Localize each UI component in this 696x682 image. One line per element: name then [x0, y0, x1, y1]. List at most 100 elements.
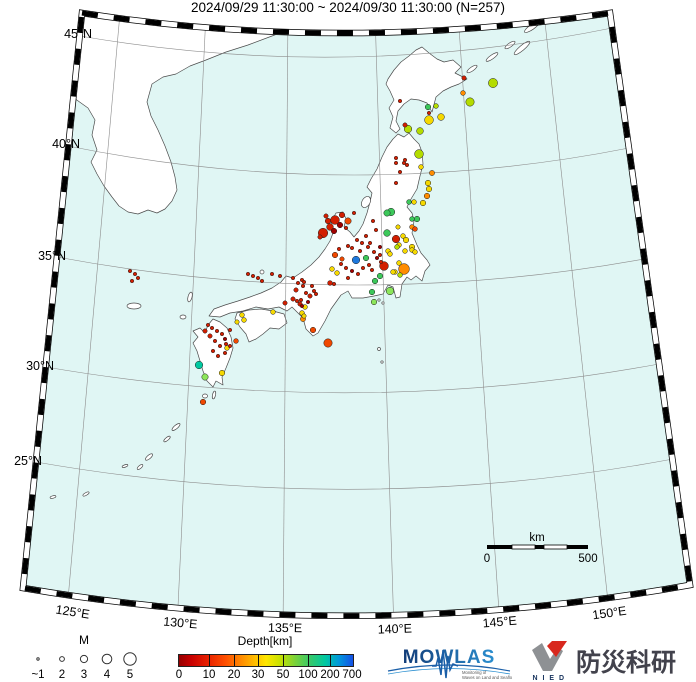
earthquake-epicenter	[127, 268, 133, 274]
earthquake-epicenter	[245, 271, 251, 277]
earthquake-epicenters	[127, 75, 498, 406]
earthquake-epicenter	[351, 255, 361, 265]
magnitude-symbol-2	[59, 656, 65, 662]
jeju-island	[126, 302, 142, 310]
asian-continent	[59, 13, 341, 215]
earthquake-epicenter	[349, 245, 355, 251]
earthquake-epicenter	[313, 291, 319, 297]
parallel-30n	[45, 363, 660, 394]
earthquake-epicenter	[294, 298, 300, 304]
ryukyu-island	[163, 435, 171, 443]
earthquake-epicenter	[222, 336, 228, 342]
earthquake-epicenter	[135, 275, 141, 281]
sea-area	[23, 13, 690, 616]
kunashiri-island	[513, 40, 531, 56]
earthquake-epicenter	[394, 244, 400, 250]
earthquake-epicenter	[201, 373, 209, 381]
ryukyu-island	[145, 453, 153, 461]
earthquake-epicenter	[370, 218, 376, 224]
meridian-140e	[374, 13, 395, 616]
depth-label-200: 200	[320, 669, 340, 681]
earthquake-epicenter	[307, 293, 313, 299]
earthquake-epicenter	[300, 283, 306, 289]
nied-mark-gray	[532, 643, 563, 671]
earthquake-epicenter	[301, 279, 307, 285]
earthquake-epicenter	[309, 326, 317, 334]
earthquake-epicenter	[368, 288, 376, 296]
earthquake-epicenter	[334, 270, 340, 276]
earthquake-epicenter	[377, 244, 383, 250]
earthquake-epicenter	[343, 265, 349, 271]
earthquake-epicenter	[461, 75, 467, 81]
map-frame	[19, 9, 694, 619]
magnitude-symbol-5	[123, 652, 137, 666]
earthquake-epicenter	[295, 280, 301, 286]
magnitude-legend: M ~1 2 3 4 5	[31, 633, 137, 681]
earthquake-epicenter	[339, 256, 345, 262]
earthquake-epicenter	[212, 338, 218, 344]
lat-label-45n: 45°N	[64, 27, 92, 41]
earthquake-epicenter	[402, 248, 408, 254]
lon-label-130e: 130°E	[163, 615, 198, 632]
earthquake-epicenter	[227, 327, 233, 333]
earthquake-epicenter	[317, 234, 323, 240]
earthquake-epicenter	[374, 255, 380, 261]
earthquake-epicenter	[376, 272, 384, 280]
magnitude-symbol-1	[36, 657, 40, 661]
earthquake-epicenter	[305, 299, 311, 305]
mowlas-waveform-icon	[432, 649, 459, 679]
earthquake-epicenter	[397, 98, 403, 104]
depth-colorbar	[178, 654, 354, 667]
meridian-150e	[543, 13, 611, 616]
lat-label-40n: 40°N	[52, 137, 80, 151]
depth-tick	[283, 654, 284, 666]
parallel-45n	[79, 27, 613, 58]
earthquake-epicenter	[269, 271, 275, 277]
earthquake-epicenter	[327, 280, 333, 286]
meridian-125e	[65, 13, 121, 616]
earthquake-epicenter	[202, 328, 208, 334]
earthquake-epicenter	[250, 273, 256, 279]
magnitude-label-1: ~1	[31, 669, 44, 681]
earthquake-epicenter	[393, 160, 399, 166]
depth-tick	[258, 654, 259, 666]
mowlas-logo: MOWLAS Monitoring of Waves on Land and S…	[387, 647, 512, 680]
earthquake-epicenter	[357, 248, 363, 254]
parallel-25n	[35, 458, 674, 490]
depth-tick	[308, 654, 309, 666]
earthquake-epicenter	[324, 217, 332, 225]
earthquake-epicenter	[351, 210, 357, 216]
magnitude-label-2: 2	[59, 669, 65, 681]
izu-island	[380, 360, 384, 364]
izu-island	[377, 347, 381, 351]
ryukyu-island	[121, 464, 129, 468]
depth-legend-title: Depth[km]	[237, 634, 293, 648]
earthquake-epicenter	[433, 103, 439, 109]
depth-label-10: 10	[202, 669, 216, 681]
magnitude-label-3: 3	[81, 669, 87, 681]
earthquake-epicenter	[290, 296, 296, 302]
magnitude-symbol-3	[79, 654, 89, 664]
earthquake-epicenter	[290, 275, 296, 281]
sado-island	[361, 196, 371, 208]
yakushima-island	[202, 393, 208, 399]
earthquake-epicenter	[205, 322, 211, 328]
depth-label-30: 30	[251, 669, 265, 681]
earthquake-epicenter	[241, 317, 247, 323]
ryukyu-island	[136, 464, 144, 470]
meridian-135e	[282, 13, 289, 616]
earthquake-epicenter	[215, 353, 221, 359]
depth-label-0: 0	[175, 669, 183, 681]
earthquake-epicenter	[293, 287, 299, 293]
earthquake-epicenter	[349, 268, 355, 274]
earthquake-epicenter	[336, 246, 342, 252]
earthquake-epicenter	[370, 298, 378, 306]
scalebar-unit: km	[529, 532, 544, 544]
earthquake-epicenter	[465, 97, 475, 107]
earthquake-epicenter	[378, 259, 384, 265]
earthquake-epicenter	[412, 226, 418, 232]
sakhalin-tip	[403, 13, 418, 27]
earthquake-epicenter	[301, 313, 307, 319]
lon-label-135e: 135°E	[268, 621, 302, 636]
